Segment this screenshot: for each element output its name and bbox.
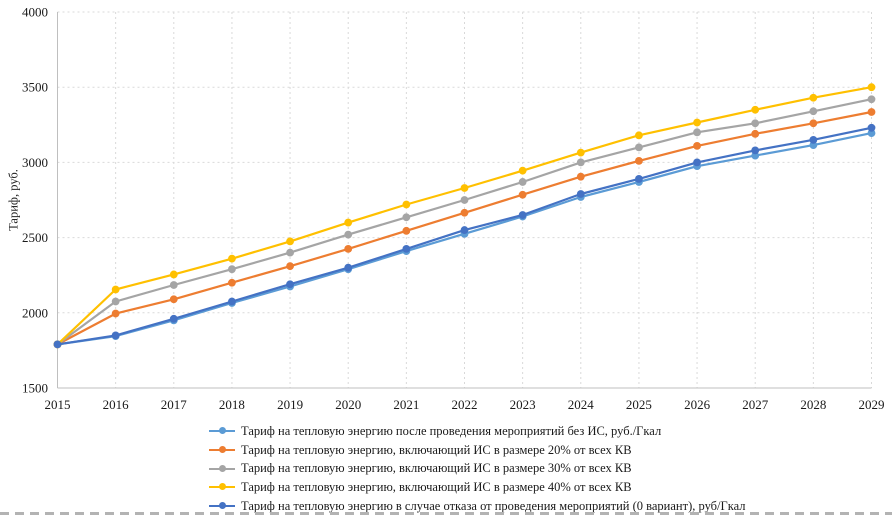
data-point <box>169 295 178 304</box>
x-tick-label: 2018 <box>219 397 245 412</box>
data-point <box>111 331 120 340</box>
x-tick-label: 2025 <box>626 397 652 412</box>
data-point <box>576 190 585 198</box>
data-point <box>286 237 294 246</box>
y-tick-label: 2500 <box>22 230 48 245</box>
x-tick-label: 2017 <box>161 397 188 412</box>
data-point <box>635 143 643 152</box>
legend-marker-icon <box>209 464 235 473</box>
data-point <box>228 265 236 274</box>
data-point <box>228 297 236 306</box>
x-tick-label: 2019 <box>277 397 303 412</box>
data-point <box>518 190 527 199</box>
data-point <box>402 200 411 209</box>
data-point <box>169 270 178 279</box>
legend-marker-icon <box>209 427 235 435</box>
data-point <box>693 158 701 167</box>
data-point <box>576 158 585 167</box>
data-point <box>518 178 527 186</box>
data-point <box>867 83 876 92</box>
data-point <box>809 135 818 144</box>
legend-item-2: Тариф на тепловую энергию, включающий ИС… <box>0 441 892 460</box>
data-point <box>751 129 760 138</box>
data-point <box>751 146 760 155</box>
y-tick-label: 2000 <box>22 305 48 320</box>
legend-label: Тариф на тепловую энергию, включающий ИС… <box>241 461 632 476</box>
legend-label: Тариф на тепловую энергию в случае отказ… <box>241 498 746 513</box>
legend-item-5: Тариф на тепловую энергию в случае отказ… <box>0 497 892 516</box>
data-point <box>809 119 818 128</box>
data-point <box>169 314 178 323</box>
x-tick-label: 2022 <box>452 397 478 412</box>
data-point <box>344 263 353 272</box>
data-point <box>402 244 411 253</box>
data-point <box>286 262 294 271</box>
data-point <box>169 281 178 289</box>
data-point <box>635 175 643 183</box>
x-tick-label: 2029 <box>859 397 885 412</box>
legend-item-1: Тариф на тепловую энергию после проведен… <box>0 422 892 441</box>
legend-marker-icon <box>209 502 235 510</box>
y-tick-label: 1500 <box>22 381 48 396</box>
x-tick-label: 2028 <box>800 397 826 412</box>
legend-label: Тариф на тепловую энергию после проведен… <box>241 423 662 438</box>
data-point <box>286 248 294 257</box>
data-point <box>867 95 876 104</box>
data-point <box>111 285 120 294</box>
data-point <box>576 148 585 157</box>
data-point <box>460 184 469 192</box>
data-point <box>111 297 120 306</box>
data-point <box>286 280 294 289</box>
chart-legend: Тариф на тепловую энергию после проведен… <box>0 422 892 515</box>
legend-marker-icon <box>209 446 235 454</box>
x-tick-label: 2027 <box>742 397 769 412</box>
x-tick-label: 2016 <box>103 397 130 412</box>
data-point <box>635 156 643 165</box>
data-point <box>111 309 120 318</box>
data-point <box>344 244 353 253</box>
y-tick-label: 3000 <box>22 155 48 170</box>
data-point <box>518 211 527 219</box>
data-point <box>228 278 236 287</box>
data-point <box>402 226 411 235</box>
data-point <box>867 108 876 116</box>
y-tick-label: 3500 <box>22 80 48 95</box>
legend-item-3: Тариф на тепловую энергию, включающий ИС… <box>0 459 892 478</box>
data-point <box>344 230 353 239</box>
data-point <box>402 213 411 222</box>
data-point <box>867 123 876 132</box>
legend-label: Тариф на тепловую энергию, включающий ИС… <box>241 479 632 494</box>
data-point <box>693 128 701 137</box>
legend-item-4: Тариф на тепловую энергию, включающий ИС… <box>0 478 892 497</box>
data-point <box>693 118 701 127</box>
x-tick-label: 2020 <box>335 397 361 412</box>
data-point <box>809 93 818 102</box>
x-tick-label: 2026 <box>684 397 711 412</box>
plot-area: 1500 2000 2500 3000 3500 4000 2015 2016 2017 2018… <box>22 5 885 413</box>
legend-marker-icon <box>209 483 235 491</box>
data-point <box>460 208 469 217</box>
y-axis-title: Тариф, руб. <box>6 169 21 231</box>
data-point <box>460 226 469 234</box>
legend-label: Тариф на тепловую энергию, включающий ИС… <box>241 442 632 457</box>
x-tick-label: 2024 <box>568 397 595 412</box>
data-point <box>751 119 760 128</box>
bottom-dashed-border <box>0 512 892 515</box>
data-point <box>518 166 527 175</box>
data-point <box>635 131 643 140</box>
y-tick-label: 4000 <box>22 5 48 20</box>
x-tick-label: 2023 <box>510 397 536 412</box>
data-point <box>344 218 353 227</box>
data-point <box>460 196 469 204</box>
data-point <box>228 254 236 263</box>
data-point <box>809 107 818 116</box>
data-point <box>751 105 760 114</box>
data-point <box>53 340 62 349</box>
x-tick-label: 2015 <box>45 397 71 412</box>
data-point <box>693 141 701 150</box>
data-point <box>576 172 585 181</box>
x-tick-label: 2021 <box>393 397 419 412</box>
